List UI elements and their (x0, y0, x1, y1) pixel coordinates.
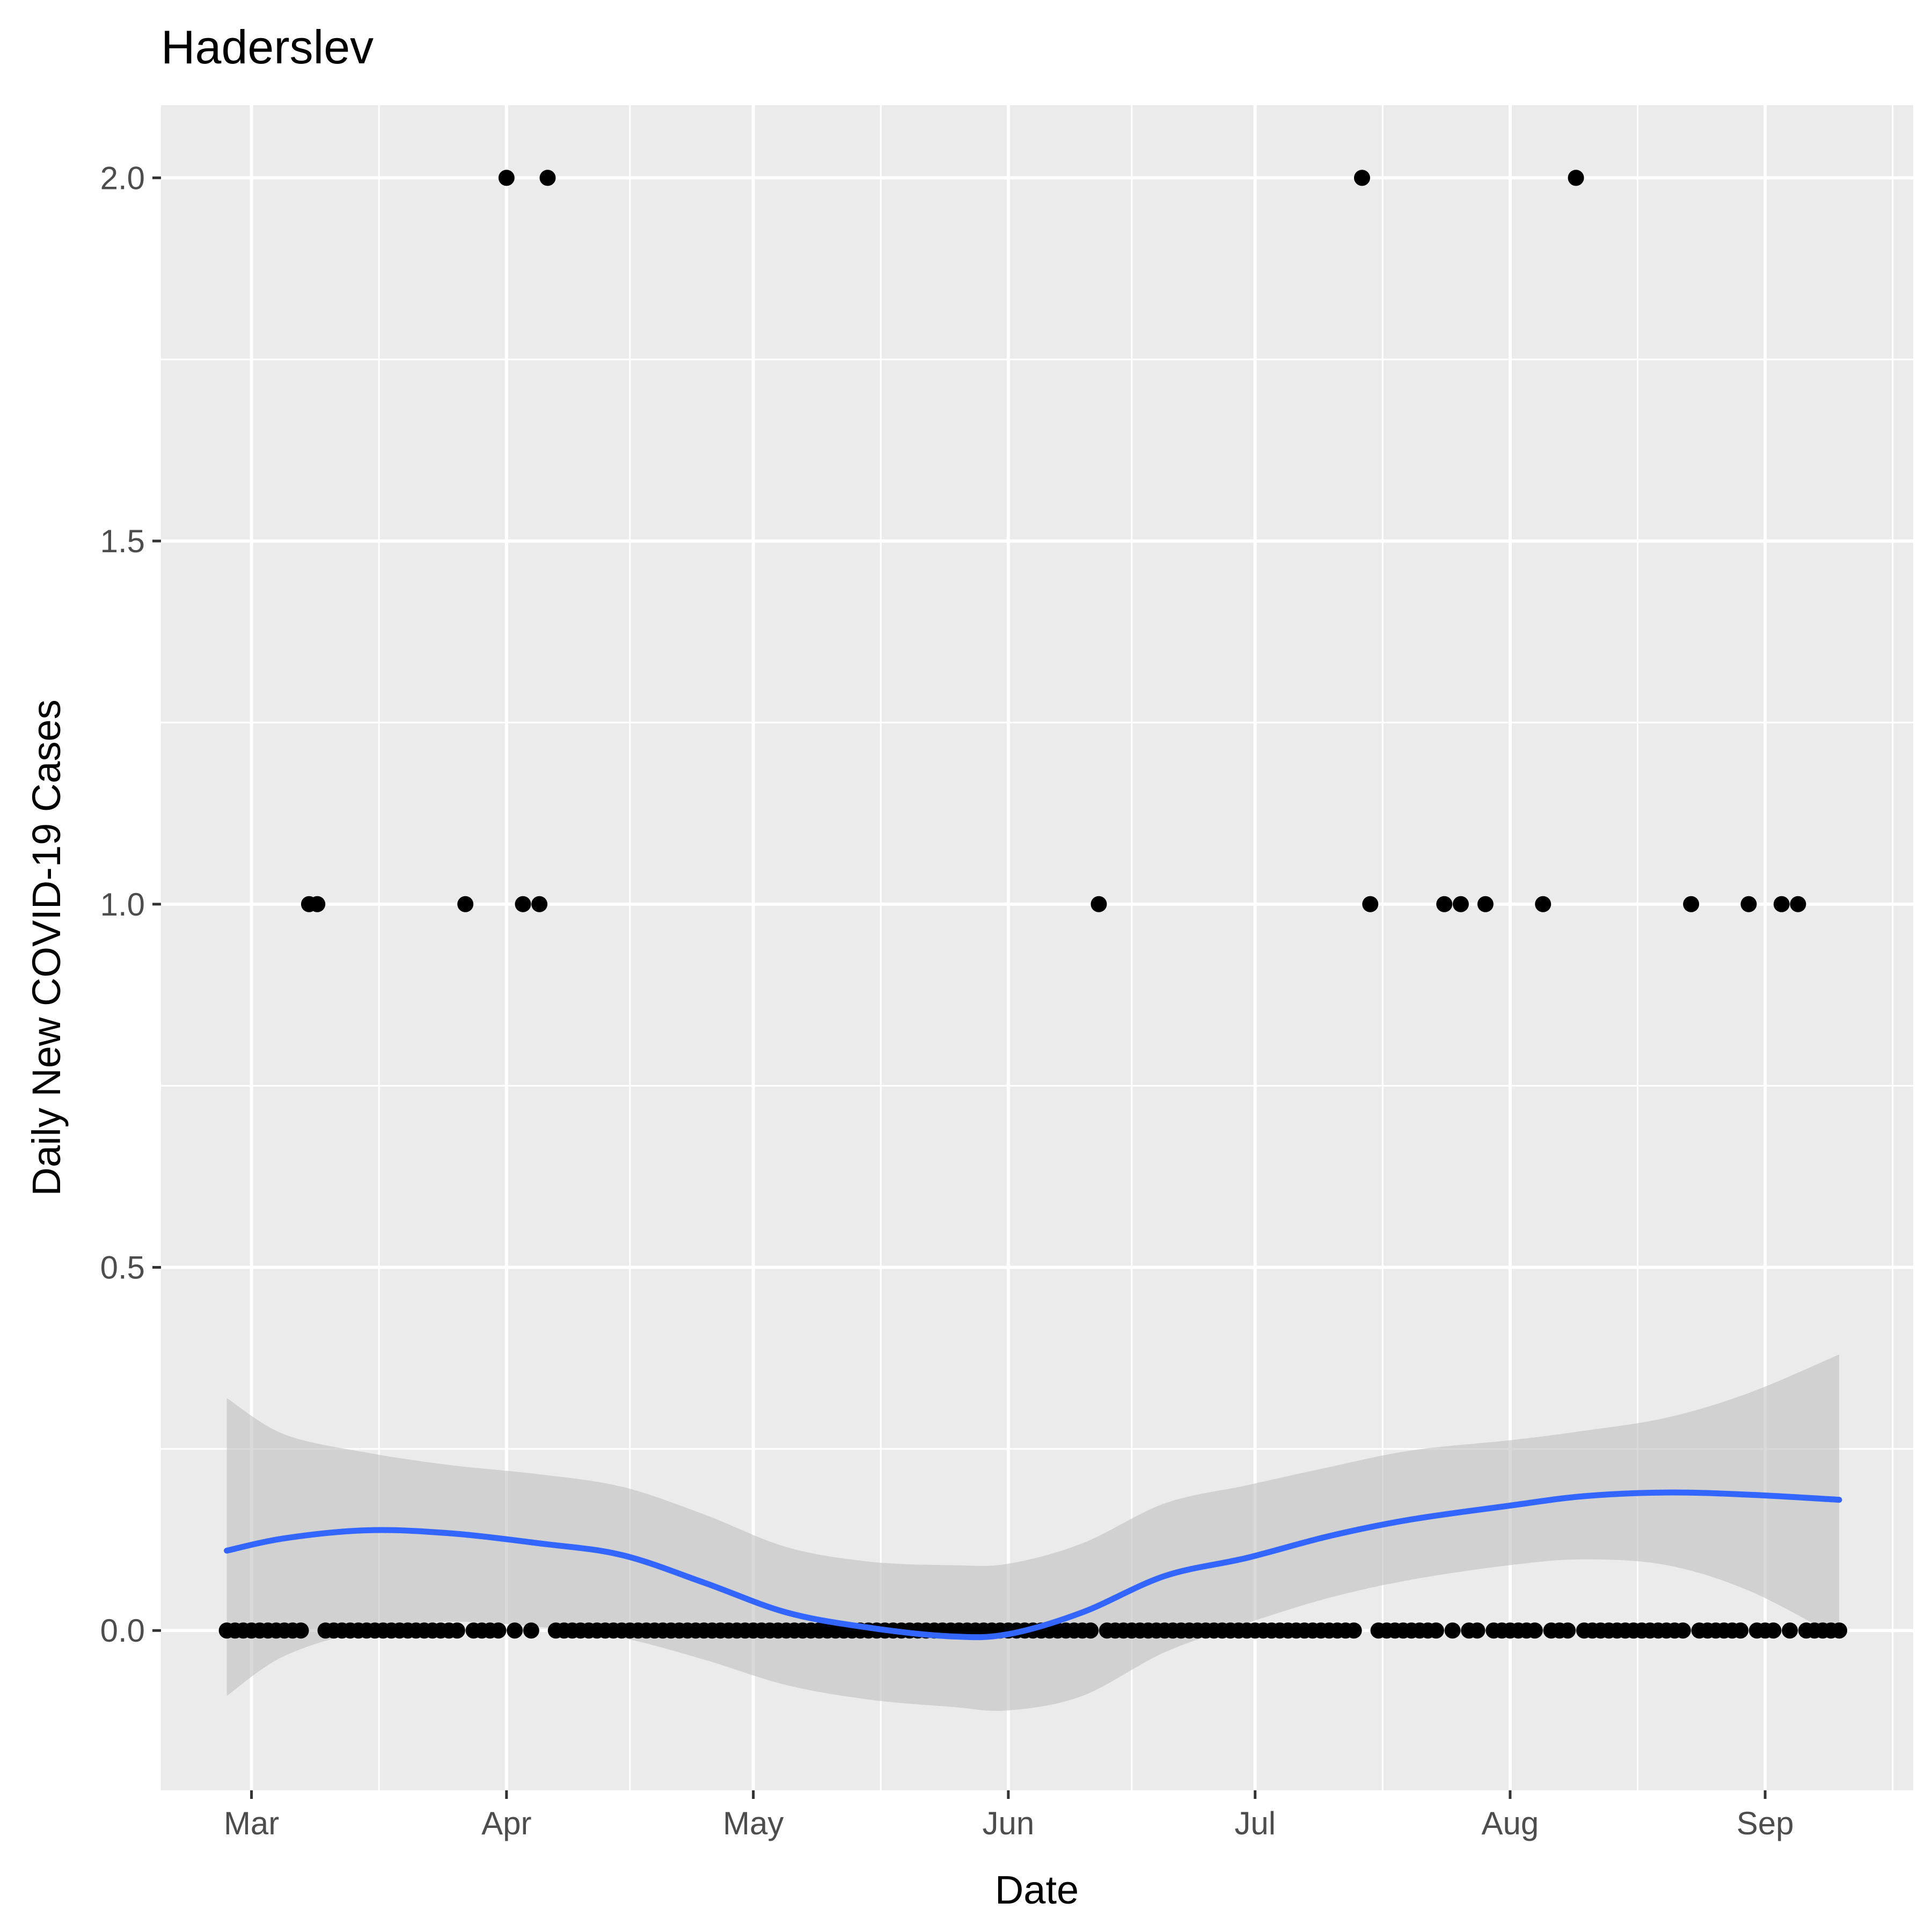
data-point (539, 170, 556, 186)
y-tick-label: 1.5 (100, 523, 145, 559)
x-tick-label: Jul (1234, 1805, 1276, 1841)
data-point (1674, 1622, 1691, 1639)
x-axis-title: Date (995, 1868, 1079, 1912)
confidence-band-layer (226, 1354, 1839, 1711)
data-point (1353, 170, 1370, 186)
data-point (498, 170, 515, 186)
data-point (507, 1622, 523, 1639)
data-point (1444, 1622, 1461, 1639)
data-point (1782, 1622, 1798, 1639)
data-point (1773, 896, 1790, 912)
confidence-band (226, 1354, 1839, 1711)
data-point (1765, 1622, 1782, 1639)
data-point (1428, 1622, 1444, 1639)
data-point (1477, 896, 1494, 912)
x-tick-label: Sep (1737, 1805, 1794, 1841)
data-point (457, 896, 474, 912)
data-point (1831, 1622, 1848, 1639)
data-point (1469, 1622, 1485, 1639)
y-tick-label: 2.0 (100, 160, 145, 196)
data-point (523, 1622, 539, 1639)
x-tick-label: Mar (224, 1805, 279, 1841)
data-point (309, 896, 326, 912)
data-point (1526, 1622, 1543, 1639)
data-point (1362, 896, 1379, 912)
data-point (1535, 896, 1552, 912)
data-point (1091, 896, 1107, 912)
data-point (449, 1622, 465, 1639)
y-axis-ticks: 0.0 0.5 1.0 1.5 2.0 (100, 160, 161, 1649)
smooth-line (224, 1489, 1842, 1641)
y-tick-label: 0.0 (100, 1613, 145, 1649)
data-point (1732, 1622, 1749, 1639)
data-point (292, 1622, 309, 1639)
x-tick-label: Apr (481, 1805, 531, 1841)
data-point (490, 1622, 507, 1639)
y-tick-label: 0.5 (100, 1250, 145, 1286)
data-point (1452, 896, 1469, 912)
data-point (1082, 1622, 1099, 1639)
x-axis-ticks: Mar Apr May Jun Jul Aug Sep (224, 1790, 1794, 1841)
smooth-line-layer (224, 1489, 1842, 1641)
data-point (1345, 1622, 1362, 1639)
x-tick-label: Jun (982, 1805, 1034, 1841)
data-point (1790, 896, 1806, 912)
data-point (1568, 170, 1584, 186)
data-point (1683, 896, 1700, 912)
y-tick-label: 1.0 (100, 887, 145, 923)
y-axis-title: Daily New COVID-19 Cases (24, 699, 69, 1196)
data-point (1560, 1622, 1576, 1639)
major-gridlines (161, 105, 1913, 1790)
data-point (515, 896, 531, 912)
x-tick-label: May (723, 1805, 784, 1841)
chart-title: Haderslev (161, 20, 374, 74)
data-point (1436, 896, 1453, 912)
data-point (531, 896, 548, 912)
x-tick-label: Aug (1482, 1805, 1539, 1841)
data-point (1740, 896, 1757, 912)
